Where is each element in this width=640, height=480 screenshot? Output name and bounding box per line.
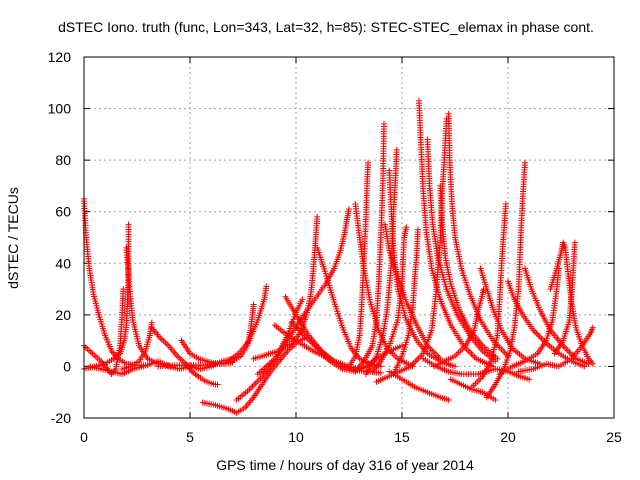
y-tick-label: 100 (48, 101, 72, 117)
data-point-marker (314, 213, 321, 220)
data-point-marker (399, 342, 405, 349)
data-point-marker (494, 355, 501, 362)
data-point-marker (403, 224, 410, 231)
y-tick-label: 120 (48, 49, 72, 65)
data-point-marker (377, 369, 384, 376)
x-tick-label: 5 (186, 429, 194, 445)
axis-ticks: 0 5 10 15 20 25 -20 0 20 40 60 80 100 120 (48, 49, 622, 445)
x-tick-label: 20 (500, 429, 516, 445)
x-tick-label: 0 (80, 429, 88, 445)
y-tick-label: 0 (63, 358, 71, 374)
chart-title: dSTEC Iono. truth (func, Lon=343, Lat=32… (58, 19, 594, 35)
data-point-marker (589, 324, 596, 331)
data-point-marker (148, 319, 155, 326)
data-point-marker (263, 283, 270, 290)
data-point-marker (365, 159, 372, 166)
data-point-marker (214, 381, 221, 388)
data-point-marker (393, 146, 400, 153)
x-axis-label: GPS time / hours of day 316 of year 2014 (216, 457, 474, 473)
y-tick-label: 40 (55, 255, 71, 271)
data-point-marker (502, 200, 509, 207)
y-tick-label: 60 (55, 204, 71, 220)
data-point-marker (125, 221, 132, 228)
data-point-marker (299, 296, 306, 303)
data-point-marker (380, 121, 387, 128)
y-tick-label: 20 (55, 307, 71, 323)
x-tick-label: 15 (394, 429, 410, 445)
y-axis-label: dSTEC / TECUs (5, 187, 21, 289)
x-tick-label: 25 (606, 429, 622, 445)
data-point-marker (492, 396, 499, 403)
data-point-marker (571, 239, 578, 246)
data-point-marker (452, 363, 458, 370)
y-tick-label: -20 (51, 410, 71, 426)
plot-frame (83, 56, 615, 419)
data-points (81, 97, 596, 416)
data-point-marker (589, 360, 596, 367)
data-point-marker (120, 286, 127, 293)
data-point-marker (526, 376, 533, 383)
data-point-marker (250, 301, 257, 308)
y-tick-label: 80 (55, 152, 71, 168)
data-point-marker (414, 226, 421, 233)
data-point-marker (445, 396, 452, 403)
x-tick-label: 10 (288, 429, 304, 445)
data-point-marker (346, 206, 352, 213)
data-point-marker (521, 159, 528, 166)
